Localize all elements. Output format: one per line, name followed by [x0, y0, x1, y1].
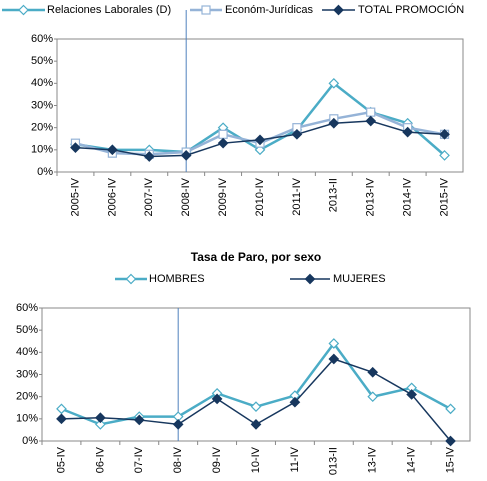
marker: [217, 137, 229, 149]
x-tick-label: 2006-IV: [106, 177, 118, 216]
x-tick-label: 2013-IV: [365, 177, 377, 216]
x-tick-label: 09-IV: [211, 446, 223, 473]
x-tick-label: 2011-IV: [291, 177, 303, 215]
marker: [56, 403, 67, 415]
legend-label: Económ-Jurídicas: [225, 4, 314, 16]
chart: 0% 10% 20% 30% 40% 50% 60% 2005-IV 2006-IV 2007-I…: [2, 3, 464, 217]
y-tick-label: 50%: [16, 324, 38, 336]
marker: [95, 419, 106, 430]
y-tick-label: 60%: [31, 33, 53, 45]
marker: [133, 414, 145, 426]
y-tick-label: 0%: [37, 166, 53, 178]
x-tick-label: 08-IV: [172, 446, 184, 473]
y-tick-label: 10%: [31, 144, 53, 156]
x-tick-label: 2008-IV: [180, 177, 192, 216]
chart-title: Tasa de Paro, por sexo: [191, 250, 322, 264]
y-tick-label: 30%: [31, 99, 53, 111]
marker: [56, 413, 67, 425]
marker: [328, 77, 340, 89]
marker: [18, 4, 29, 16]
marker: [406, 389, 417, 400]
x-tick-label: 10-IV: [250, 446, 262, 473]
marker: [304, 273, 316, 285]
y-tick-label: 60%: [16, 302, 38, 314]
x-tick-label: 013-II: [328, 447, 340, 475]
x-tick-label: 2010-IV: [254, 177, 266, 216]
y-tick-label: 30%: [16, 368, 38, 380]
x-tick-label: 13-IV: [367, 446, 379, 473]
chart: Tasa de Paro, por sexo 0% 10% 20% 30% 40% 50% 6…: [16, 250, 471, 475]
marker: [254, 134, 266, 146]
x-tick-label: 2015-IV: [438, 177, 450, 216]
x-tick-label: 14-IV: [406, 446, 418, 473]
marker: [180, 150, 192, 161]
x-tick-label: 05-IV: [55, 446, 67, 473]
y-tick-label: 40%: [31, 77, 53, 89]
legend-label: HOMBRES: [149, 273, 205, 285]
y-tick-label: 40%: [16, 346, 38, 358]
marker: [211, 393, 223, 405]
marker: [367, 366, 379, 378]
x-tick-label: 15-IV: [444, 446, 456, 473]
marker: [218, 129, 228, 139]
marker: [70, 142, 81, 153]
marker: [402, 126, 413, 138]
marker: [95, 412, 106, 424]
marker: [439, 150, 450, 161]
marker: [445, 435, 456, 447]
marker: [172, 419, 184, 430]
x-tick-label: 07-IV: [133, 446, 145, 473]
marker: [201, 5, 211, 15]
x-tick-label: 2013-II: [328, 178, 340, 212]
marker: [254, 144, 266, 156]
x-tick-label: 2009-IV: [217, 177, 229, 216]
marker: [328, 338, 340, 349]
x-tick-label: 2014-IV: [402, 177, 414, 216]
marker: [439, 128, 450, 140]
x-tick-label: 2005-IV: [69, 177, 81, 216]
y-tick-label: 0%: [22, 435, 38, 447]
marker: [445, 403, 456, 415]
y-tick-label: 20%: [16, 391, 38, 403]
marker: [125, 273, 137, 285]
x-tick-label: 06-IV: [94, 446, 106, 473]
marker: [328, 117, 340, 129]
marker: [143, 151, 155, 162]
marker: [250, 419, 262, 430]
marker: [333, 4, 344, 16]
marker: [366, 107, 376, 117]
marker: [367, 391, 379, 403]
marker: [328, 353, 340, 365]
x-tick-label: 2007-IV: [143, 177, 155, 216]
marker: [291, 128, 303, 140]
marker: [289, 396, 301, 408]
y-tick-label: 20%: [31, 122, 53, 134]
y-tick-label: 50%: [31, 55, 53, 67]
legend-label: Relaciones Laborales (D): [47, 4, 171, 16]
legend-label: TOTAL PROMOCIÓN: [358, 3, 464, 16]
y-tick-label: 10%: [16, 413, 38, 425]
x-tick-label: 11-IV: [289, 446, 301, 472]
marker: [250, 401, 262, 412]
legend-label: MUJERES: [333, 273, 386, 285]
marker: [365, 115, 377, 127]
marker: [107, 144, 118, 156]
